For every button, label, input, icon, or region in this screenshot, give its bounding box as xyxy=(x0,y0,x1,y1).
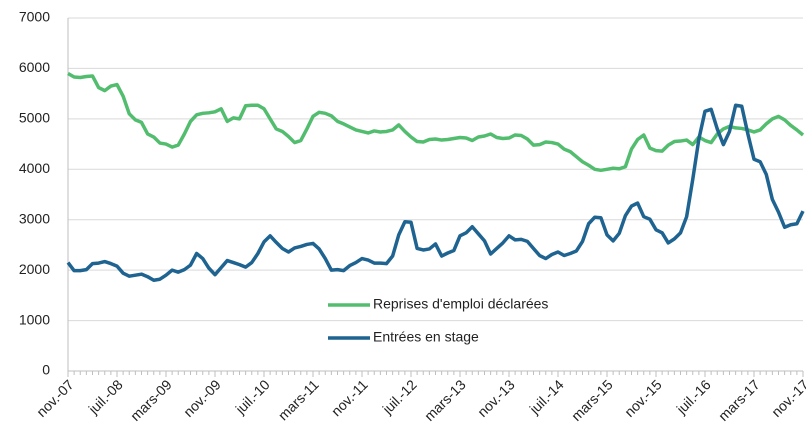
x-tick-label: juil.-12 xyxy=(379,376,420,417)
x-tick-label: mars-15 xyxy=(568,376,616,424)
x-tick-label: juil.-08 xyxy=(85,376,126,417)
y-tick-label: 1000 xyxy=(19,311,50,327)
x-tick-label: nov.-11 xyxy=(328,376,371,419)
x-tick-label: nov.-13 xyxy=(474,376,518,420)
x-tick-label: mars-13 xyxy=(421,376,469,424)
y-tick-label: 3000 xyxy=(19,210,50,226)
y-tick-label: 2000 xyxy=(19,261,50,277)
y-tick-label: 4000 xyxy=(19,160,50,176)
x-tick-label: juil.-14 xyxy=(526,376,567,417)
x-tick-label: juil.-16 xyxy=(673,376,714,417)
y-tick-label: 7000 xyxy=(19,9,50,25)
legend-label: Reprises d'emploi déclarées xyxy=(373,296,548,312)
y-tick-label: 6000 xyxy=(19,59,50,75)
x-tick-label: nov.-15 xyxy=(621,376,665,420)
series-line xyxy=(67,71,805,173)
legend-label: Entrées en stage xyxy=(373,329,479,345)
series-line xyxy=(66,103,805,282)
x-tick-label: nov.-07 xyxy=(33,376,77,420)
x-tick-label: mars-11 xyxy=(275,376,322,423)
x-tick-label: mars-09 xyxy=(127,376,175,424)
y-tick-label: 0 xyxy=(42,362,50,378)
x-tick-label: nov.-17 xyxy=(768,376,806,420)
x-tick-label: juil.-10 xyxy=(232,376,273,417)
x-tick-label: nov.-09 xyxy=(180,376,224,420)
y-tick-label: 5000 xyxy=(19,110,50,126)
x-tick-label: mars-17 xyxy=(715,376,763,424)
